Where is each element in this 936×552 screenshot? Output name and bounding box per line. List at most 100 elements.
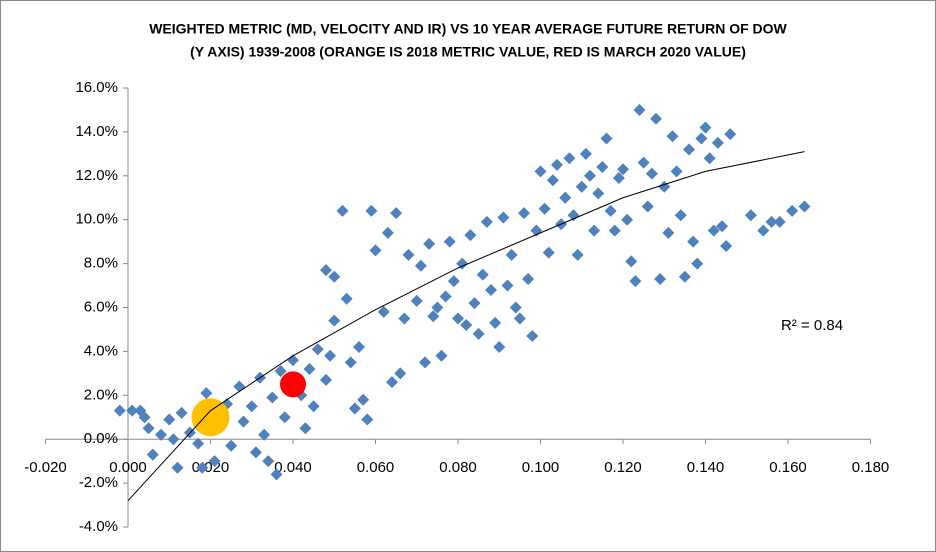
point [621,213,634,226]
point [357,393,370,406]
point [596,161,609,174]
point [485,283,497,296]
point [278,411,291,424]
point [274,365,287,378]
point [678,270,691,283]
point [377,305,390,318]
point [513,312,526,325]
point [584,169,596,182]
point [744,209,757,222]
point [666,130,679,143]
point [410,294,423,307]
point [245,400,258,413]
point [720,240,733,253]
point [287,354,299,367]
point [695,132,708,145]
x-tick-label: 0.100 [522,459,560,476]
x-tick-label: 0.080 [439,459,477,476]
point [567,209,580,222]
point [386,376,398,389]
point [390,207,403,220]
point [724,128,737,141]
point [336,204,349,217]
point [353,341,365,354]
point [608,224,621,237]
point [452,312,464,325]
chart-title: (Y AXIS) 1939-2008 (ORANGE IS 2018 METRI… [190,44,746,60]
point [402,248,415,261]
point [480,215,493,228]
point [757,224,770,237]
point [427,310,440,323]
point [155,428,167,441]
point [167,433,180,446]
y-tick-label: -2.0% [79,474,118,491]
trendline [127,151,805,501]
point [604,204,617,217]
point [340,292,353,305]
y-tick-label: 2.0% [84,386,118,403]
point [786,204,799,217]
point [765,215,778,228]
point [571,248,584,261]
x-tick-label: 0.060 [357,459,395,476]
point [270,468,283,481]
point [142,422,155,435]
point [225,439,238,452]
y-tick-label: 6.0% [84,298,118,315]
point [320,373,332,386]
point [650,112,662,125]
point [439,290,452,303]
point [509,301,522,314]
point [328,314,341,327]
point [460,319,473,332]
y-tick-label: -4.0% [79,518,118,535]
point [563,152,576,165]
point [163,413,176,426]
point [468,297,481,310]
point [489,316,502,329]
point [344,356,357,369]
point [464,229,477,242]
point [538,202,551,215]
point [654,272,667,285]
point [579,147,592,160]
point [196,461,209,474]
point [307,400,320,413]
x-tick-label: -0.020 [24,459,67,476]
y-tick-label: 16.0% [75,79,118,96]
x-tick-label: 0.040 [274,459,312,476]
point [662,226,675,239]
point [518,207,530,220]
point [476,268,489,281]
point [600,132,613,145]
point [559,191,572,204]
point [493,341,506,354]
point [361,413,374,426]
annotation: R² = 0.84 [781,317,843,334]
point [126,404,139,417]
point [542,246,555,259]
point [237,415,250,428]
point [641,200,654,213]
x-tick-label: 0.180 [852,459,890,476]
point [423,237,436,250]
point [200,387,213,400]
point [505,248,518,261]
point [431,301,444,314]
point [113,404,126,417]
point [497,211,510,224]
point [381,226,394,239]
point [534,165,547,178]
x-tick-label: 0.000 [109,459,147,476]
highlight-point [191,398,230,437]
point [369,244,382,257]
point [249,446,262,459]
point [773,215,786,228]
point [192,437,205,450]
point [707,224,720,237]
point [365,204,378,217]
point [324,349,337,362]
